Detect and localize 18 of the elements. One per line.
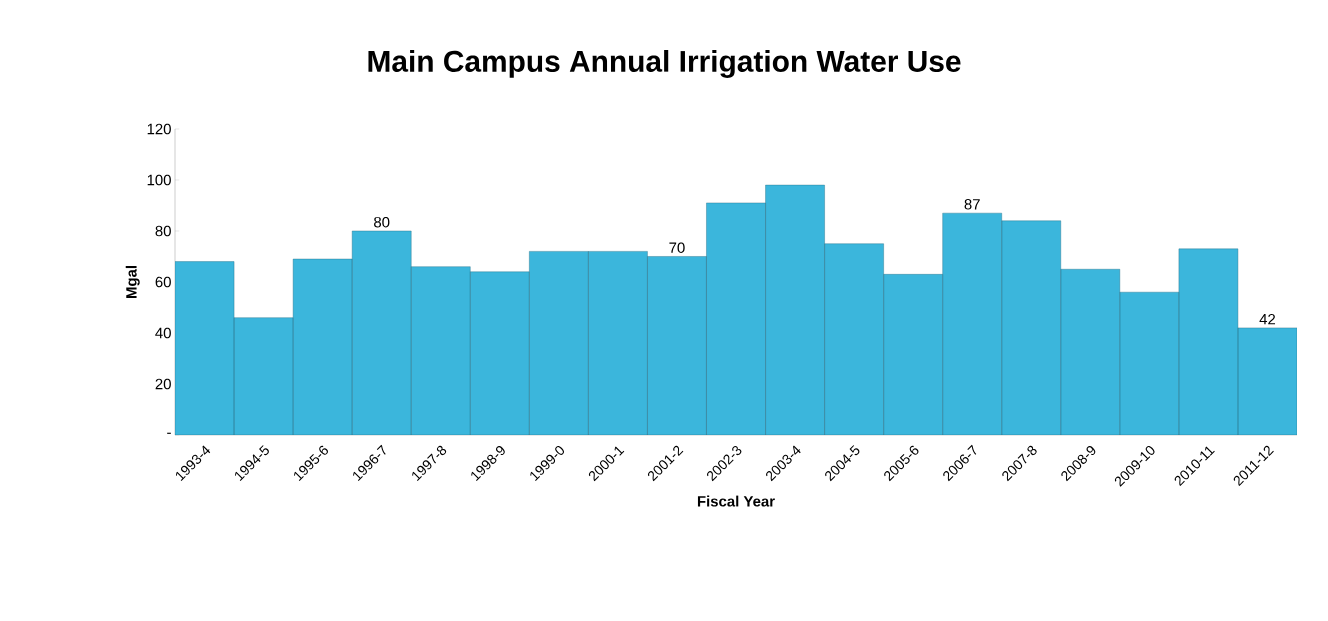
- data-label: 80: [374, 216, 390, 228]
- y-axis-title: Mgal: [125, 266, 140, 298]
- bar: [175, 261, 235, 435]
- y-tick-label: 60: [155, 276, 171, 288]
- bar: [1178, 248, 1239, 435]
- y-tick-label: 40: [155, 327, 171, 339]
- y-tick-label: 20: [155, 378, 171, 390]
- data-label: 87: [964, 199, 980, 210]
- y-tick-label: 120: [147, 123, 171, 135]
- y-tick-label: 80: [155, 225, 171, 237]
- data-label: 42: [1259, 313, 1276, 325]
- y-tick-label: 100: [147, 174, 171, 186]
- y-tick-label: -: [167, 432, 171, 434]
- x-axis-title: Fiscal Year: [697, 495, 775, 507]
- data-label: 70: [669, 242, 685, 253]
- chart-title: Main Campus Annual Irrigation Water Use: [368, 49, 961, 78]
- bar: [233, 317, 294, 435]
- bar: [1237, 327, 1297, 435]
